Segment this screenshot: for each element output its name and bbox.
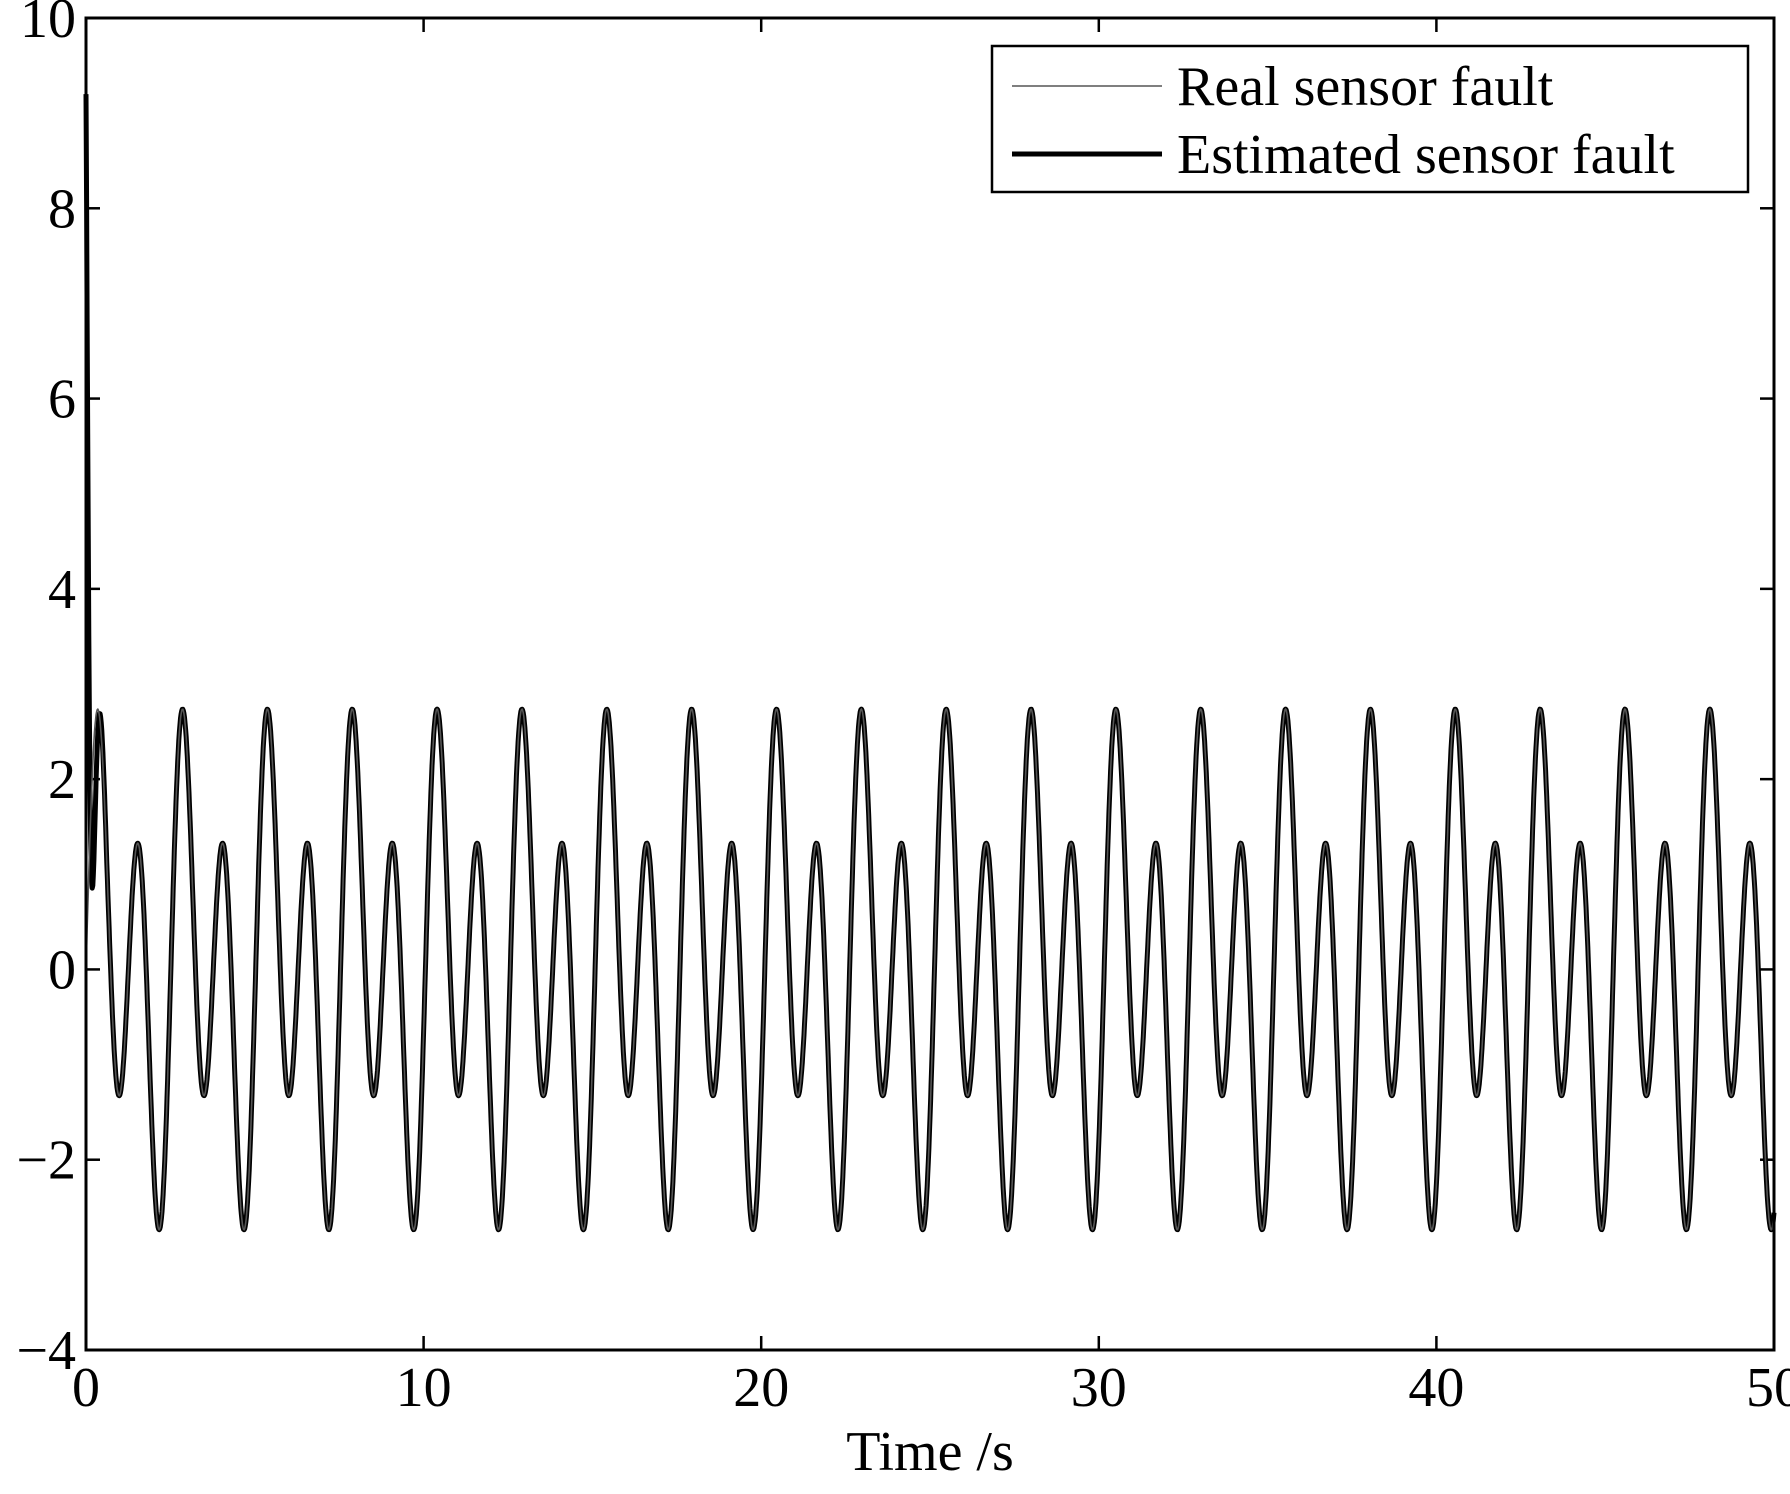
legend-box [990, 44, 1750, 194]
x-tick-label: 40 [1408, 1357, 1464, 1419]
y-tick-label: −2 [16, 1130, 76, 1192]
y-tick-label: 2 [48, 749, 76, 811]
legend-label-estimated: Estimated sensor fault [1177, 124, 1675, 186]
series-line-real [85, 707, 1775, 1231]
y-tick-label: 8 [48, 178, 76, 240]
y-tick-label: 0 [48, 939, 76, 1001]
y-tick-label: −4 [16, 1320, 76, 1382]
y-tick-label: 6 [48, 369, 76, 431]
y-tick-label: 4 [48, 559, 76, 621]
plot-frame [84, 16, 1776, 1352]
series-group [83, 94, 1777, 1233]
legend-label-real: Real sensor fault [1177, 56, 1554, 118]
x-tick-labels: 0 10 20 30 40 50 [72, 1357, 1790, 1419]
x-tick-label: 20 [733, 1357, 789, 1419]
y-tick-label: 10 [20, 0, 76, 50]
legend: Real sensor fault Estimated sensor fault [990, 44, 1750, 194]
x-tick-label: 0 [72, 1357, 100, 1419]
x-tick-label: 50 [1746, 1357, 1790, 1419]
x-tick-label: 10 [396, 1357, 452, 1419]
y-tick-labels: −4 −2 0 2 4 6 8 10 [16, 0, 76, 1382]
x-axis-label: Time /s [846, 1421, 1014, 1483]
x-tick-label: 30 [1071, 1357, 1127, 1419]
